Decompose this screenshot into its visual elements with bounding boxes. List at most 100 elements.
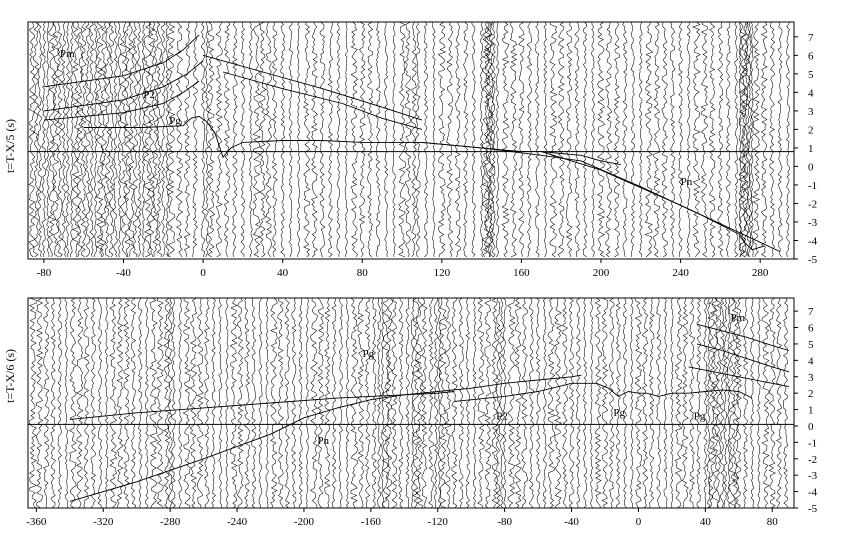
seismic-trace bbox=[56, 21, 63, 258]
lower-y-axis: -5 -4 -3 -2 -1 0 1 2 3 4 5 6 7 bbox=[794, 306, 818, 515]
seismic-trace bbox=[192, 21, 198, 258]
seismic-trace bbox=[752, 21, 761, 258]
seismic-trace bbox=[750, 297, 755, 509]
seismic-trace bbox=[613, 21, 621, 258]
seismic-trace bbox=[358, 21, 366, 258]
seismic-trace bbox=[116, 297, 124, 509]
lower-travel-time-curves bbox=[69, 323, 790, 502]
seismic-trace bbox=[674, 297, 683, 509]
phase-label: Pm bbox=[60, 48, 75, 60]
seismic-trace bbox=[113, 21, 118, 258]
travel-time-curve bbox=[696, 343, 790, 373]
seismic-trace bbox=[94, 21, 98, 258]
seismic-trace bbox=[761, 297, 770, 509]
seismic-trace bbox=[65, 21, 70, 258]
seismic-trace bbox=[777, 21, 783, 258]
y-tick-label: 5 bbox=[808, 69, 814, 81]
seismic-trace bbox=[688, 297, 695, 509]
seismic-trace bbox=[411, 21, 417, 258]
phase-label: Pg bbox=[613, 407, 625, 419]
seismic-trace bbox=[561, 297, 569, 509]
seismic-trace bbox=[582, 21, 588, 258]
travel-time-curve bbox=[696, 323, 790, 351]
seismic-trace bbox=[244, 297, 251, 509]
travel-time-curve bbox=[688, 366, 790, 388]
seismic-trace bbox=[410, 297, 415, 509]
seismic-trace bbox=[495, 21, 500, 258]
x-tick-label: 120 bbox=[434, 267, 451, 279]
seismic-trace bbox=[57, 297, 63, 509]
y-tick-label: 1 bbox=[808, 405, 814, 417]
seismic-trace bbox=[46, 21, 50, 258]
seismic-trace bbox=[175, 21, 184, 258]
seismic-trace bbox=[641, 297, 649, 509]
seismic-trace bbox=[163, 297, 171, 509]
seismic-trace bbox=[451, 297, 458, 509]
seismic-trace bbox=[700, 21, 709, 258]
y-tick-label: 3 bbox=[808, 106, 814, 118]
seismic-trace bbox=[385, 297, 393, 509]
upper-plot-frame bbox=[27, 21, 795, 260]
seismic-trace bbox=[507, 297, 516, 509]
seismic-trace bbox=[465, 297, 471, 509]
seismic-trace bbox=[61, 21, 67, 258]
seismic-trace bbox=[711, 297, 719, 508]
seismic-trace bbox=[297, 21, 301, 258]
seismic-trace bbox=[218, 297, 223, 509]
seismic-trace bbox=[634, 297, 643, 509]
seismic-trace bbox=[206, 21, 216, 258]
upper-record-section-panel: -5 -4 -3 -2 -1 0 1 2 3 4 5 6 7 -80 -40 0 40 80 120 160 200 2… bbox=[3, 21, 818, 279]
x-tick-label: 40 bbox=[700, 516, 712, 528]
seismic-trace bbox=[178, 297, 183, 509]
x-tick-label: 40 bbox=[277, 267, 289, 279]
seismic-trace bbox=[141, 21, 146, 258]
seismic-trace bbox=[583, 297, 587, 509]
seismic-trace bbox=[223, 21, 231, 258]
seismic-trace bbox=[521, 297, 528, 508]
seismic-trace bbox=[638, 21, 643, 258]
seismic-trace bbox=[615, 297, 621, 509]
seismic-trace bbox=[132, 21, 139, 258]
seismic-trace bbox=[514, 297, 522, 509]
x-tick-label: -120 bbox=[428, 516, 449, 528]
seismic-trace bbox=[715, 297, 722, 509]
x-tick-label: -80 bbox=[497, 516, 512, 528]
y-tick-label: -1 bbox=[808, 180, 817, 192]
seismic-trace bbox=[681, 297, 689, 509]
seismic-trace bbox=[437, 297, 442, 509]
seismic-trace bbox=[438, 297, 447, 509]
seismic-trace bbox=[309, 297, 318, 509]
seismic-trace bbox=[52, 21, 60, 258]
seismic-trace bbox=[526, 21, 533, 258]
seismic-trace bbox=[738, 21, 747, 258]
seismic-trace bbox=[549, 21, 558, 258]
seismic-trace bbox=[622, 21, 628, 258]
seismic-trace bbox=[288, 21, 293, 258]
seismic-trace bbox=[156, 297, 164, 509]
seismic-trace bbox=[137, 21, 142, 258]
seismic-trace bbox=[575, 297, 581, 509]
seismic-trace bbox=[661, 21, 668, 258]
seismic-trace bbox=[298, 297, 303, 509]
travel-time-curve bbox=[541, 151, 781, 253]
seismic-trace bbox=[535, 297, 541, 509]
seismic-trace bbox=[204, 297, 210, 509]
x-tick-label: 280 bbox=[752, 267, 769, 279]
y-tick-label: 3 bbox=[808, 372, 814, 384]
seismic-trace bbox=[574, 21, 580, 258]
travel-time-curve bbox=[454, 382, 753, 402]
seismic-trace bbox=[411, 297, 420, 509]
x-tick-label: 0 bbox=[200, 267, 206, 279]
seismic-trace bbox=[364, 297, 371, 509]
x-tick-label: -320 bbox=[93, 516, 114, 528]
seismic-trace bbox=[471, 21, 476, 258]
lower-y-axis-label: t=T-X/6 (s) bbox=[3, 349, 17, 403]
seismic-trace bbox=[630, 21, 636, 258]
seismic-trace bbox=[265, 21, 273, 258]
seismic-trace bbox=[557, 21, 565, 258]
x-tick-label: -80 bbox=[37, 267, 52, 279]
seismic-trace bbox=[444, 297, 452, 509]
seismic-trace bbox=[108, 21, 115, 258]
seismic-trace bbox=[783, 297, 789, 509]
seismic-trace bbox=[501, 21, 510, 258]
